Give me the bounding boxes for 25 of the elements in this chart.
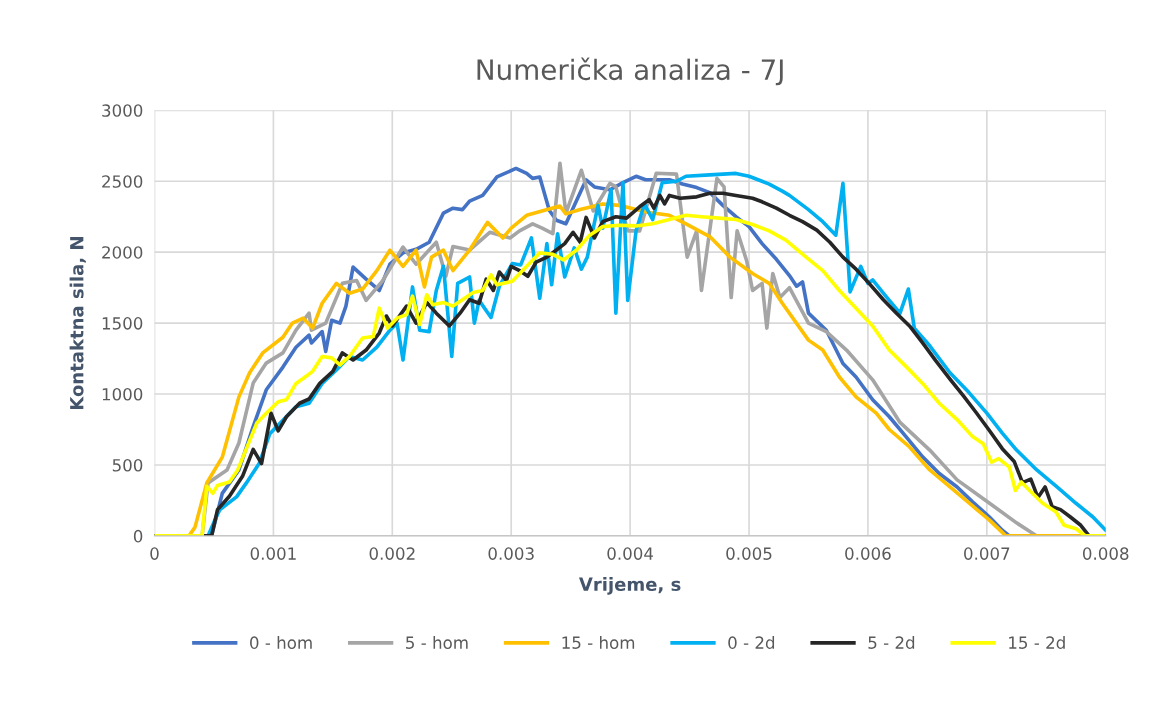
legend-label: 0 - hom [250, 636, 312, 649]
y-tick-label: 0 [133, 529, 143, 543]
x-tick-label: 0 [150, 547, 159, 560]
x-tick-label: 0.002 [369, 547, 415, 560]
x-tick-label: 0.007 [964, 547, 1010, 560]
y-tick-label: 1000 [102, 388, 143, 401]
legend-label: 5 - 2d [868, 636, 915, 649]
x-tick-label: 0.008 [1082, 547, 1129, 560]
y-tick-label: 500 [112, 458, 143, 472]
legend-label: 0 - 2d [728, 636, 775, 649]
y-tick-label: 2000 [102, 246, 143, 259]
y-tick-label: 2500 [102, 175, 143, 188]
x-tick-label: 0.001 [250, 547, 296, 560]
y-axis-title: Kontaktna sila, N [69, 237, 86, 410]
y-tick-label: 1500 [102, 317, 143, 330]
x-tick-label: 0.005 [726, 547, 772, 560]
legend-label: 15 - hom [562, 636, 635, 649]
chart-title: Numerička analiza - 7J [477, 57, 783, 86]
legend-label: 15 - 2d [1009, 636, 1065, 649]
legend-label: 5 - hom [406, 636, 468, 649]
x-tick-label: 0.006 [845, 547, 891, 560]
x-tick-label: 0.003 [488, 547, 534, 560]
x-tick-label: 0.004 [607, 547, 654, 560]
y-tick-label: 3000 [102, 104, 143, 117]
x-axis-title: Vrijeme, s [578, 577, 681, 595]
